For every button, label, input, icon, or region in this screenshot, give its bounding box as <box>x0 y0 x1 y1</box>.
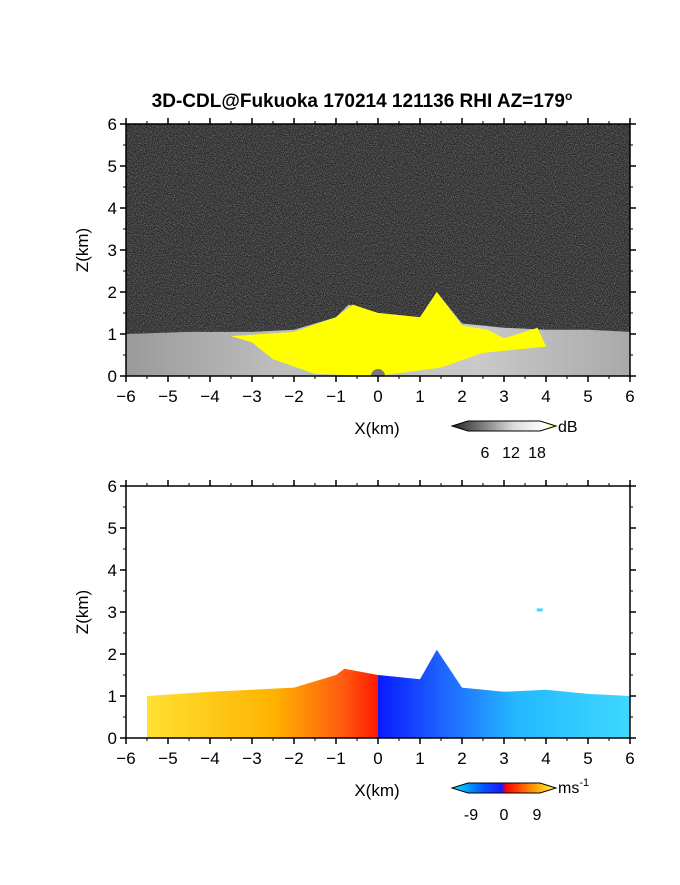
y-tick-label: 2 <box>108 645 117 664</box>
x-tick-label: −6 <box>116 387 135 406</box>
x-tick-label: −5 <box>158 749 177 768</box>
colorbar-bar-1 <box>450 420 558 432</box>
colorbar-unit-2: ms-1 <box>558 777 589 797</box>
x-tick-label: 5 <box>583 749 592 768</box>
x-tick-label: −4 <box>200 749 219 768</box>
x-tick-label: 0 <box>373 749 382 768</box>
x-tick-label: 1 <box>415 387 424 406</box>
x-tick-label: −1 <box>326 749 345 768</box>
isolated-echo <box>536 608 543 612</box>
x-tick-label: −6 <box>116 749 135 768</box>
y-tick-label: 1 <box>108 325 117 344</box>
x-tick-label: 1 <box>415 749 424 768</box>
x-tick-label: −3 <box>242 749 261 768</box>
y-tick-label: 3 <box>108 603 117 622</box>
y-tick-label: 5 <box>108 157 117 176</box>
x-tick-label: 2 <box>457 749 466 768</box>
x-tick-label: 3 <box>499 749 508 768</box>
x-tick-label: −2 <box>284 387 303 406</box>
velocity-colorbar: ms-1 -9 0 9 <box>450 777 589 824</box>
x-tick-label: −3 <box>242 387 261 406</box>
x-tick-label: 0 <box>373 387 382 406</box>
x-axis-label-1: X(km) <box>354 419 399 438</box>
y-tick-label: 2 <box>108 283 117 302</box>
x-tick-label: 6 <box>625 749 634 768</box>
x-tick-label: 6 <box>625 387 634 406</box>
x-tick-label: 4 <box>541 387 550 406</box>
y-tick-label: 6 <box>108 477 117 496</box>
x-tick-label: −1 <box>326 387 345 406</box>
colorbar-tick-9: 9 <box>533 807 542 824</box>
x-tick-label: 2 <box>457 387 466 406</box>
y-axis-label-1: Z(km) <box>73 228 92 272</box>
y-tick-label: 1 <box>108 687 117 706</box>
x-tick-label: −5 <box>158 387 177 406</box>
colorbar-tick-12: 12 <box>502 445 520 462</box>
x-axis-label-2: X(km) <box>354 781 399 800</box>
y-axis-label-2: Z(km) <box>73 590 92 634</box>
approaching-velocity-region <box>147 668 378 738</box>
x-tick-label: 3 <box>499 387 508 406</box>
x-tick-label: −4 <box>200 387 219 406</box>
y-tick-label: 0 <box>108 367 117 386</box>
velocity-panel: −6 −5 −4 −3 −2 −1 0 1 2 3 4 5 6 0 1 2 3 4 5 6 X(km) Z(km) m… <box>73 477 636 824</box>
y-tick-label: 0 <box>108 729 117 748</box>
x-tick-label: 5 <box>583 387 592 406</box>
reflectivity-colorbar: dB 6 12 18 <box>450 419 578 462</box>
y-tick-label: 3 <box>108 241 117 260</box>
receding-velocity-region <box>378 649 630 738</box>
radar-site-echo <box>371 369 385 376</box>
colorbar-tick-6: 6 <box>481 445 490 462</box>
y-tick-label: 6 <box>108 115 117 134</box>
colorbar-bar-2 <box>450 782 558 794</box>
y-tick-label: 4 <box>108 561 117 580</box>
y-tick-label: 5 <box>108 519 117 538</box>
colorbar-unit-1: dB <box>558 419 578 436</box>
colorbar-tick-minus9: -9 <box>464 807 478 824</box>
chart-title: 3D-CDL@Fukuoka 170214 121136 RHI AZ=179o <box>152 89 573 112</box>
y-tick-label: 4 <box>108 199 117 218</box>
x-tick-label: 4 <box>541 749 550 768</box>
x-tick-label: −2 <box>284 749 303 768</box>
colorbar-tick-18: 18 <box>528 445 546 462</box>
colorbar-tick-0: 0 <box>500 807 509 824</box>
strong-echo-region <box>231 292 546 376</box>
